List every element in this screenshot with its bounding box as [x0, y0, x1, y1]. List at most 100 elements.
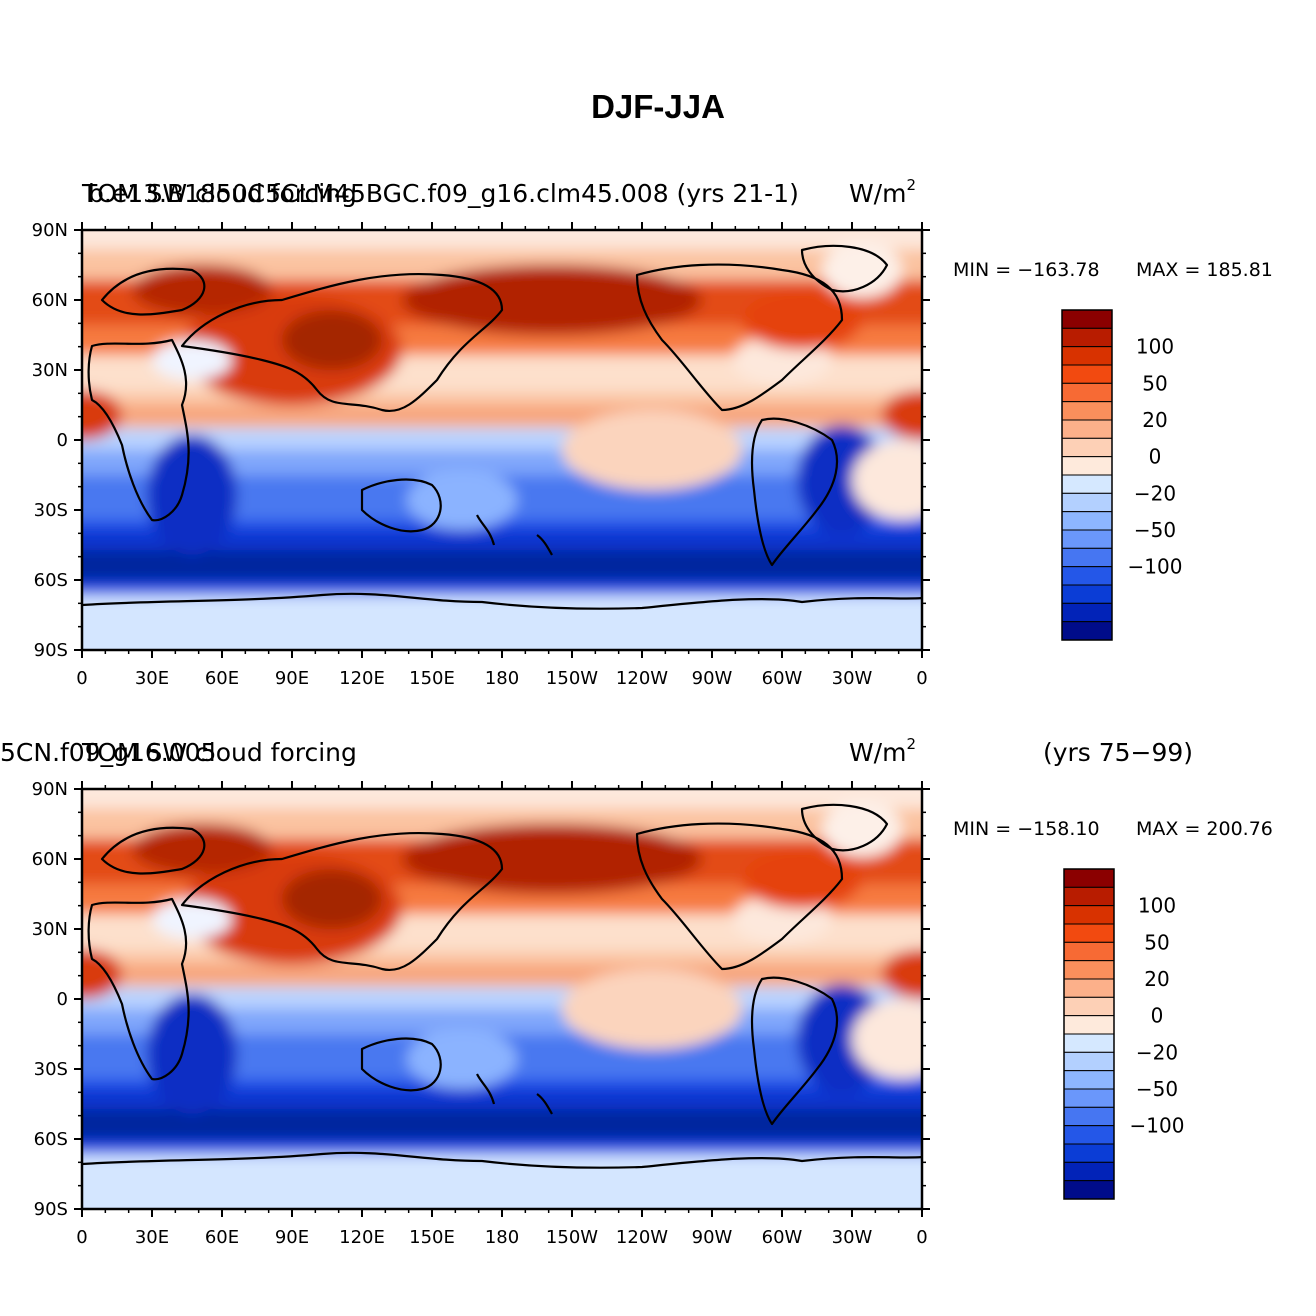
y-tick-label: 60N — [32, 849, 68, 870]
colorbar-swatch — [1063, 978, 1115, 998]
colorbar-swatch — [1063, 1125, 1115, 1145]
colorbar-label: −20 — [1134, 481, 1176, 505]
colorbar-swatch — [1061, 364, 1113, 384]
panel-2-period: (yrs 75−99) — [1043, 738, 1193, 767]
y-tick-label: 30S — [34, 1059, 68, 1080]
panel-top: TOM SW cloud forcing b.e13.B1850C5CLM45B… — [32, 176, 1273, 689]
panel-1-units-sup: 2 — [906, 176, 916, 194]
panel-2-colorbar: 100 50 20 0 −20 −50 −100 — [1063, 868, 1185, 1200]
x-tick-label: 90E — [275, 1227, 309, 1248]
colorbar-swatch — [1063, 868, 1115, 888]
panel-1-max: MAX = 185.81 — [1136, 259, 1273, 281]
colorbar-swatch — [1063, 1015, 1115, 1035]
y-tick-label: 90N — [32, 220, 68, 241]
x-tick-label: 0 — [76, 668, 87, 689]
colorbar-label: 0 — [1149, 445, 1162, 469]
colorbar-swatch — [1063, 1143, 1115, 1163]
colorbar-swatch — [1061, 621, 1113, 641]
panel-2-title: TOM SW cloud forcing — [81, 738, 357, 767]
figure-title: DJF-JJA — [591, 88, 725, 125]
x-tick-label: 150E — [409, 668, 455, 689]
colorbar-label: 50 — [1142, 371, 1167, 395]
colorbar-swatch — [1063, 1180, 1115, 1200]
colorbar-label: 50 — [1144, 930, 1169, 954]
colorbar-swatch — [1061, 309, 1113, 329]
colorbar-swatch — [1061, 584, 1113, 604]
colorbar-swatch — [1063, 1106, 1115, 1127]
colorbar-swatch — [1063, 1161, 1115, 1182]
x-tick-label: 30W — [832, 668, 873, 689]
panel-2-min: MIN = −158.10 — [953, 818, 1100, 840]
x-tick-label: 60W — [762, 1227, 803, 1248]
colorbar-swatch — [1061, 419, 1113, 439]
colorbar-swatch — [1063, 923, 1115, 943]
y-tick-label: 60N — [32, 290, 68, 311]
colorbar-swatch — [1061, 566, 1113, 586]
x-tick-label: 0 — [916, 1227, 927, 1248]
colorbar-swatch — [1063, 960, 1115, 980]
y-tick-label: 90S — [34, 640, 68, 661]
colorbar-swatch — [1061, 474, 1113, 494]
panel-1-map — [42, 210, 962, 670]
panel-1-colorbar: 100 50 20 0 −20 −50 −100 — [1061, 309, 1182, 641]
colorbar-swatch — [1061, 602, 1113, 623]
x-tick-label: 180 — [485, 1227, 519, 1248]
y-tick-label: 0 — [57, 989, 68, 1010]
panel-1-min: MIN = −163.78 — [953, 259, 1100, 281]
x-tick-label: 90W — [692, 668, 733, 689]
x-tick-label: 0 — [76, 1227, 87, 1248]
colorbar-swatch — [1061, 547, 1113, 568]
colorbar-frame — [1063, 868, 1115, 1200]
panel-1-axes: 0 30E 60E 90E 120E 150E 180 150W 120W 90W 60W 30W 09… — [32, 220, 930, 689]
colorbar-label: 20 — [1142, 408, 1167, 432]
x-tick-label: 0 — [916, 668, 927, 689]
colorbar-label: −50 — [1136, 1077, 1178, 1101]
x-tick-label: 30W — [832, 1227, 873, 1248]
colorbar-swatch — [1061, 511, 1113, 531]
colorbar-swatch — [1061, 401, 1113, 421]
y-tick-label: 60S — [34, 1129, 68, 1150]
colorbar-label: 20 — [1144, 967, 1169, 991]
colorbar-swatch — [1061, 437, 1113, 458]
x-tick-label: 150E — [409, 1227, 455, 1248]
panel-bottom: 5CN.f09_g16.005 TOM SW cloud forcing W/m… — [0, 735, 1273, 1248]
x-tick-label: 60W — [762, 668, 803, 689]
panel-2-units-sup: 2 — [906, 735, 916, 753]
colorbar-swatch — [1063, 1070, 1115, 1090]
panel-1-case-label: b.e13.B1850C5CLM45BGC.f09_g16.clm45.008 … — [88, 179, 799, 208]
x-tick-label: 30E — [135, 668, 169, 689]
x-tick-label: 120W — [616, 1227, 668, 1248]
x-tick-label: 30E — [135, 1227, 169, 1248]
x-tick-label: 120W — [616, 668, 668, 689]
colorbar-label: −50 — [1134, 518, 1176, 542]
colorbar-label: −20 — [1136, 1040, 1178, 1064]
colorbar-label: 0 — [1151, 1004, 1164, 1028]
panel-1-units: W/m2 — [849, 176, 916, 208]
panel-2-axes: 0 30E 60E 90E 120E 150E 180 150W 120W 90W 60W 30W 09… — [32, 779, 930, 1248]
y-tick-label: 0 — [57, 430, 68, 451]
panel-2-units: W/m2 — [849, 735, 916, 767]
y-tick-label: 90N — [32, 779, 68, 800]
colorbar-label: 100 — [1136, 335, 1174, 359]
colorbar-swatch — [1063, 905, 1115, 925]
x-tick-label: 90W — [692, 1227, 733, 1248]
colorbar-swatch — [1063, 1051, 1115, 1072]
panel-1-title: TOM SW cloud forcing — [81, 179, 357, 208]
colorbar-swatch — [1063, 941, 1115, 962]
colorbar-swatch — [1061, 492, 1113, 513]
colorbar-swatch — [1063, 1033, 1115, 1053]
colorbar-swatch — [1063, 1088, 1115, 1108]
colorbar-swatch — [1061, 382, 1113, 403]
colorbar-label: 100 — [1138, 894, 1176, 918]
x-tick-label: 150W — [546, 1227, 598, 1248]
colorbar-swatch — [1063, 886, 1115, 907]
x-tick-label: 180 — [485, 668, 519, 689]
colorbar-swatch — [1061, 529, 1113, 549]
colorbar-label: −100 — [1130, 1114, 1185, 1138]
x-tick-label: 90E — [275, 668, 309, 689]
x-tick-label: 120E — [339, 1227, 385, 1248]
colorbar-frame — [1061, 309, 1113, 641]
panel-2-max: MAX = 200.76 — [1136, 818, 1273, 840]
y-tick-label: 30S — [34, 500, 68, 521]
